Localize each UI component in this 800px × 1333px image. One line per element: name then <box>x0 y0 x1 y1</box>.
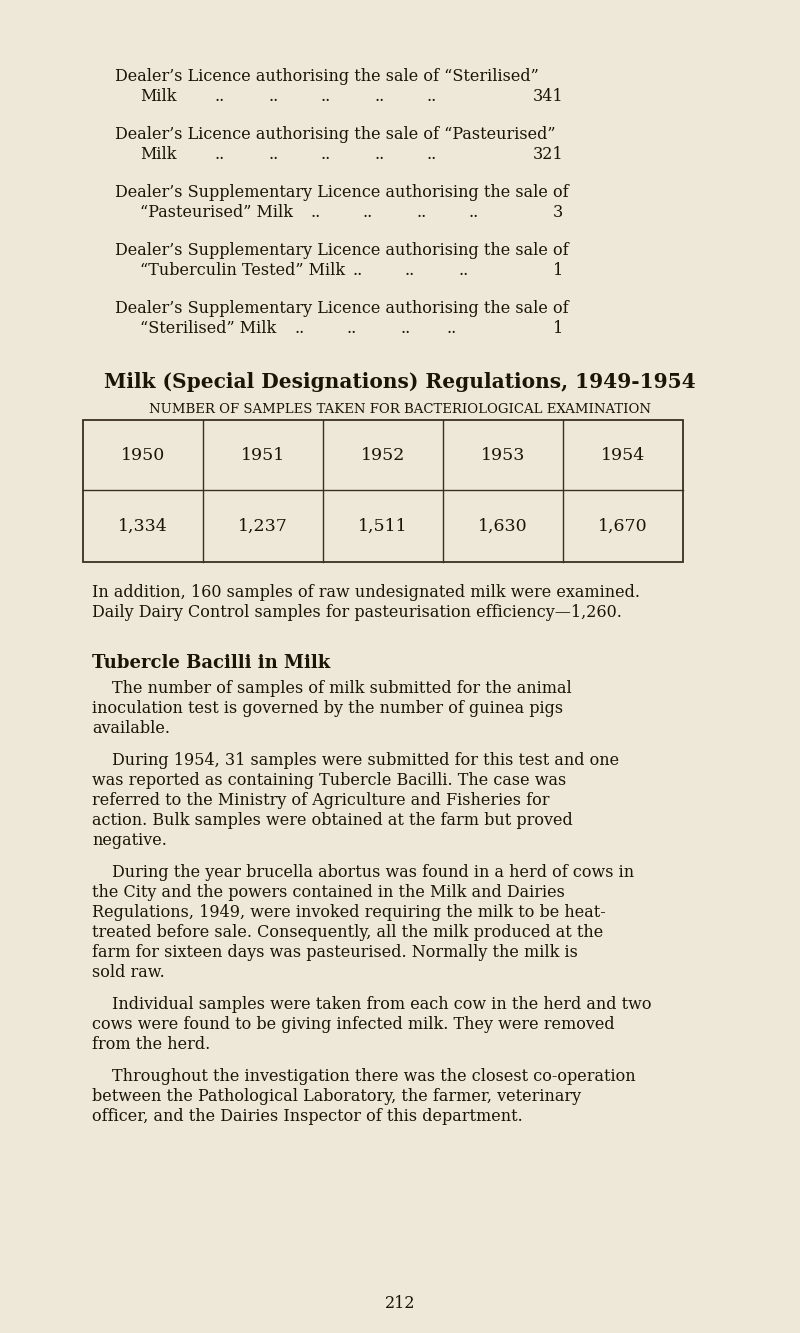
Text: “Tuberculin Tested” Milk: “Tuberculin Tested” Milk <box>140 263 345 279</box>
Text: 321: 321 <box>532 147 563 163</box>
Text: ..: .. <box>294 320 304 337</box>
Text: was reported as containing Tubercle Bacilli. The case was: was reported as containing Tubercle Baci… <box>92 772 566 789</box>
Text: During the year brucella abortus was found in a herd of cows in: During the year brucella abortus was fou… <box>112 864 634 881</box>
Bar <box>83 420 683 563</box>
Text: Throughout the investigation there was the closest co-operation: Throughout the investigation there was t… <box>112 1068 636 1085</box>
Text: 1950: 1950 <box>121 447 165 464</box>
Text: ..: .. <box>268 88 278 105</box>
Text: 212: 212 <box>385 1294 415 1312</box>
Text: ..: .. <box>427 147 438 163</box>
Text: 341: 341 <box>532 88 563 105</box>
Text: 1,670: 1,670 <box>598 519 648 535</box>
Text: ..: .. <box>374 88 384 105</box>
Text: “Pasteurised” Milk: “Pasteurised” Milk <box>140 204 293 221</box>
Text: from the herd.: from the herd. <box>92 1036 210 1053</box>
Text: 1954: 1954 <box>601 447 645 464</box>
Text: Dealer’s Supplementary Licence authorising the sale of: Dealer’s Supplementary Licence authorisi… <box>115 184 569 201</box>
Text: ..: .. <box>447 320 458 337</box>
Text: ..: .. <box>374 147 384 163</box>
Text: ..: .. <box>268 147 278 163</box>
Text: The number of samples of milk submitted for the animal: The number of samples of milk submitted … <box>112 680 572 697</box>
Text: treated before sale. Consequently, all the milk produced at the: treated before sale. Consequently, all t… <box>92 924 603 941</box>
Text: Daily Dairy Control samples for pasteurisation efficiency—1,260.: Daily Dairy Control samples for pasteuri… <box>92 604 622 621</box>
Text: inoculation test is governed by the number of guinea pigs: inoculation test is governed by the numb… <box>92 700 563 717</box>
Text: ..: .. <box>427 88 438 105</box>
Text: During 1954, 31 samples were submitted for this test and one: During 1954, 31 samples were submitted f… <box>112 752 619 769</box>
Text: 1952: 1952 <box>361 447 405 464</box>
Text: ..: .. <box>321 88 331 105</box>
Text: referred to the Ministry of Agriculture and Fisheries for: referred to the Ministry of Agriculture … <box>92 792 550 809</box>
Text: Dealer’s Supplementary Licence authorising the sale of: Dealer’s Supplementary Licence authorisi… <box>115 243 569 259</box>
Text: Milk: Milk <box>140 88 177 105</box>
Text: ..: .. <box>352 263 362 279</box>
Text: ..: .. <box>405 263 415 279</box>
Text: 3: 3 <box>553 204 563 221</box>
Text: Dealer’s Supplementary Licence authorising the sale of: Dealer’s Supplementary Licence authorisi… <box>115 300 569 317</box>
Text: farm for sixteen days was pasteurised. Normally the milk is: farm for sixteen days was pasteurised. N… <box>92 944 578 961</box>
Text: Tubercle Bacilli in Milk: Tubercle Bacilli in Milk <box>92 655 330 672</box>
Text: Milk: Milk <box>140 147 177 163</box>
Text: ..: .. <box>363 204 374 221</box>
Text: ..: .. <box>347 320 358 337</box>
Text: ..: .. <box>416 204 426 221</box>
Text: 1,511: 1,511 <box>358 519 408 535</box>
Text: ..: .. <box>321 147 331 163</box>
Text: ..: .. <box>400 320 410 337</box>
Text: Dealer’s Licence authorising the sale of “Pasteurised”: Dealer’s Licence authorising the sale of… <box>115 127 555 143</box>
Text: sold raw.: sold raw. <box>92 964 165 981</box>
Text: NUMBER OF SAMPLES TAKEN FOR BACTERIOLOGICAL EXAMINATION: NUMBER OF SAMPLES TAKEN FOR BACTERIOLOGI… <box>149 403 651 416</box>
Text: 1,630: 1,630 <box>478 519 528 535</box>
Text: In addition, 160 samples of raw undesignated milk were examined.: In addition, 160 samples of raw undesign… <box>92 584 640 601</box>
Text: ..: .. <box>215 88 226 105</box>
Text: Milk (Special Designations) Regulations, 1949-1954: Milk (Special Designations) Regulations,… <box>104 372 696 392</box>
Text: cows were found to be giving infected milk. They were removed: cows were found to be giving infected mi… <box>92 1016 614 1033</box>
Text: “Sterilised” Milk: “Sterilised” Milk <box>140 320 276 337</box>
Text: negative.: negative. <box>92 832 167 849</box>
Text: Individual samples were taken from each cow in the herd and two: Individual samples were taken from each … <box>112 996 651 1013</box>
Text: 1953: 1953 <box>481 447 525 464</box>
Text: Regulations, 1949, were invoked requiring the milk to be heat-: Regulations, 1949, were invoked requirin… <box>92 904 606 921</box>
Text: ..: .. <box>310 204 320 221</box>
Text: between the Pathological Laboratory, the farmer, veterinary: between the Pathological Laboratory, the… <box>92 1088 581 1105</box>
Text: 1: 1 <box>553 320 563 337</box>
Text: action. Bulk samples were obtained at the farm but proved: action. Bulk samples were obtained at th… <box>92 812 573 829</box>
Text: ..: .. <box>458 263 468 279</box>
Text: the City and the powers contained in the Milk and Dairies: the City and the powers contained in the… <box>92 884 565 901</box>
Text: officer, and the Dairies Inspector of this department.: officer, and the Dairies Inspector of th… <box>92 1108 522 1125</box>
Text: available.: available. <box>92 720 170 737</box>
Text: ..: .. <box>469 204 479 221</box>
Text: ..: .. <box>215 147 226 163</box>
Text: Dealer’s Licence authorising the sale of “Sterilised”: Dealer’s Licence authorising the sale of… <box>115 68 538 85</box>
Text: 1,237: 1,237 <box>238 519 288 535</box>
Text: 1,334: 1,334 <box>118 519 168 535</box>
Text: 1951: 1951 <box>241 447 285 464</box>
Text: 1: 1 <box>553 263 563 279</box>
